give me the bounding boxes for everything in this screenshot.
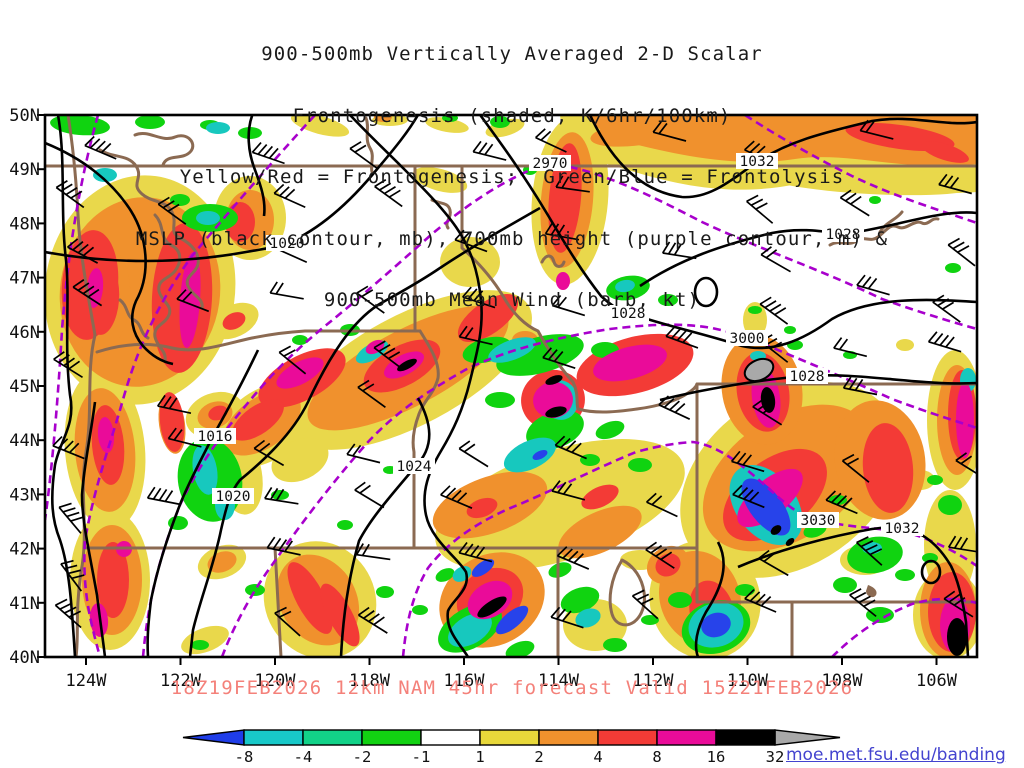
svg-text:1028: 1028 <box>826 227 861 243</box>
svg-text:1020: 1020 <box>216 489 251 505</box>
frontogenesis-shading <box>45 115 977 657</box>
forecast-caption: 18Z19FEB2026 12km NAM 45hr forecast Vali… <box>170 677 854 699</box>
y-axis-label: 41N <box>9 594 40 614</box>
x-axis-label: 108W <box>822 671 864 691</box>
contour-label: 3000 <box>726 330 768 347</box>
svg-text:1028: 1028 <box>790 369 825 385</box>
title-line-3: Yellow/Red = Frontogenesis; Green/Blue =… <box>179 166 845 188</box>
x-axis-label: 116W <box>444 671 486 691</box>
colorbar-tick-label: -2 <box>353 748 372 766</box>
colorbar-tick-label: 4 <box>593 748 602 766</box>
colorbar-tick-label: 32 <box>766 748 785 766</box>
colorbar-tick-label: -8 <box>235 748 254 766</box>
contour-label: 1016 <box>194 428 236 445</box>
contour-label: 1032 <box>881 520 923 537</box>
colorbar-tick-label: 1 <box>475 748 484 766</box>
y-axis-label: 47N <box>9 269 40 289</box>
title-line-4: MSLP (black contour, mb), 700mb height (… <box>135 227 889 250</box>
title-line-1: 900-500mb Vertically Averaged 2-D Scalar <box>261 43 763 65</box>
title-line-2: Frontogenesis (shaded, K/6hr/100km) <box>292 104 732 127</box>
svg-text:2970: 2970 <box>533 156 568 172</box>
colorbar: -8 -4 -2 -1 1 2 4 8 16 32 <box>182 729 841 766</box>
svg-text:3030: 3030 <box>801 513 836 529</box>
axis-labels: 50N 49N 48N 47N 46N 45N 44N 43N 42N 41N 40N 124W 122… <box>9 106 957 691</box>
y-axis-label: 43N <box>9 485 40 505</box>
colorbar-tick-label: -1 <box>412 748 431 766</box>
colorbar-tick-label: 8 <box>652 748 661 766</box>
figure-title: 900-500mb Vertically Averaged 2-D Scalar… <box>0 3 1024 352</box>
svg-text:1028: 1028 <box>611 306 646 322</box>
contour-label: 1028 <box>822 226 864 243</box>
y-axis-label: 44N <box>9 431 40 451</box>
colorbar-tick-label: 16 <box>707 748 726 766</box>
svg-text:3000: 3000 <box>730 331 765 347</box>
wind-barbs <box>52 119 977 637</box>
x-axis-label: 124W <box>66 671 108 691</box>
title-line-5: 900-500mb Mean Wind (barb, kt) <box>323 289 701 311</box>
colorbar-tick-label: 2 <box>534 748 543 766</box>
x-axis-label: 114W <box>538 671 580 691</box>
y-axis-label: 49N <box>9 160 40 180</box>
y-axis-label: 46N <box>9 323 40 343</box>
svg-text:1032: 1032 <box>740 154 775 170</box>
contour-label: 1032 <box>736 153 778 170</box>
y-axis-label: 42N <box>9 540 40 560</box>
contour-label: 1020 <box>266 235 308 252</box>
svg-text:1016: 1016 <box>198 429 233 445</box>
svg-text:1024: 1024 <box>397 459 432 475</box>
y-axis-label: 48N <box>9 214 40 234</box>
x-axis-label: 120W <box>255 671 297 691</box>
x-axis-label: 106W <box>916 671 958 691</box>
contour-label: 1020 <box>212 488 254 505</box>
axis-ticks <box>37 114 938 665</box>
contour-label: 3030 <box>797 512 839 529</box>
x-axis-label: 112W <box>633 671 675 691</box>
colorbar-tick-label: -4 <box>294 748 313 766</box>
y-axis-label: 50N <box>9 106 40 126</box>
contour-label: 1024 <box>393 458 435 475</box>
contour-label: 1028 <box>786 368 828 385</box>
banding-link[interactable]: moe.met.fsu.edu/banding <box>786 745 1006 765</box>
contour-label: 2970 <box>529 155 571 172</box>
x-axis-label: 122W <box>160 671 202 691</box>
svg-text:1020: 1020 <box>270 236 305 252</box>
x-axis-label: 110W <box>727 671 769 691</box>
x-axis-label: 118W <box>349 671 391 691</box>
svg-text:1032: 1032 <box>885 521 920 537</box>
y-axis-label: 40N <box>9 648 40 668</box>
contour-label: 1028 <box>607 305 649 322</box>
y-axis-label: 45N <box>9 377 40 397</box>
contour-labels: 2970 1032 1028 1020 1028 3000 1028 1016 1024 1020… <box>194 153 923 537</box>
